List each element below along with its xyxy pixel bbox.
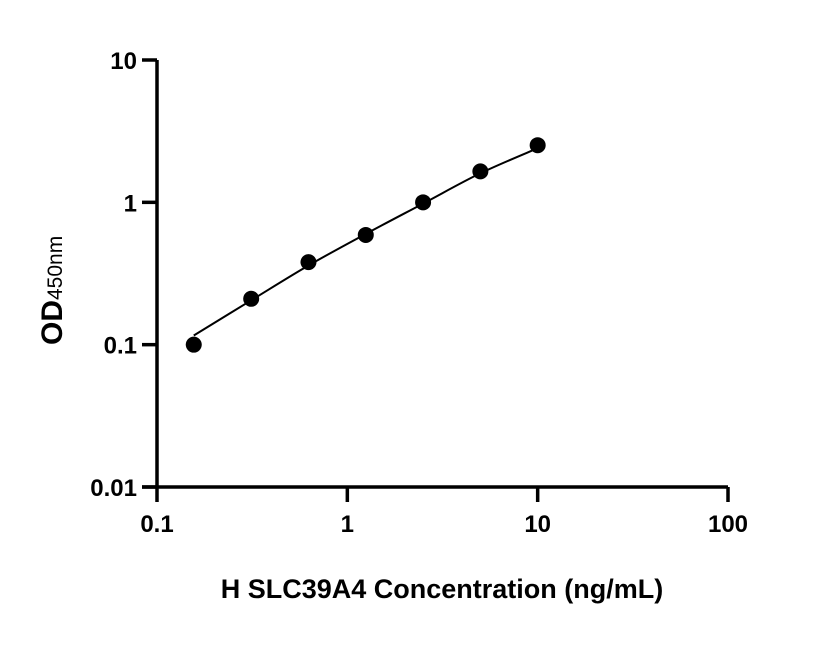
y-axis-label: OD450nm — [36, 236, 69, 345]
x-axis-label: H SLC39A4 Concentration (ng/mL) — [221, 574, 664, 604]
x-tick-label: 100 — [708, 511, 748, 538]
x-tick-label: 0.1 — [140, 511, 173, 538]
y-axis-label-main: OD — [36, 300, 69, 345]
x-tick-label: 1 — [341, 511, 354, 538]
data-point — [529, 137, 546, 154]
y-tick-label: 10 — [110, 48, 137, 75]
data-point — [415, 194, 432, 211]
y-tick-label: 1 — [124, 190, 137, 217]
y-axis-label-subscript: 450nm — [44, 236, 67, 300]
data-point — [357, 226, 374, 243]
data-point — [185, 336, 202, 353]
data-point — [472, 163, 489, 180]
data-point — [300, 254, 317, 271]
x-tick-label: 10 — [524, 511, 551, 538]
data-point — [243, 290, 260, 307]
y-tick-label: 0.01 — [90, 475, 137, 502]
y-tick-label: 0.1 — [104, 333, 137, 360]
data-points — [185, 137, 546, 353]
